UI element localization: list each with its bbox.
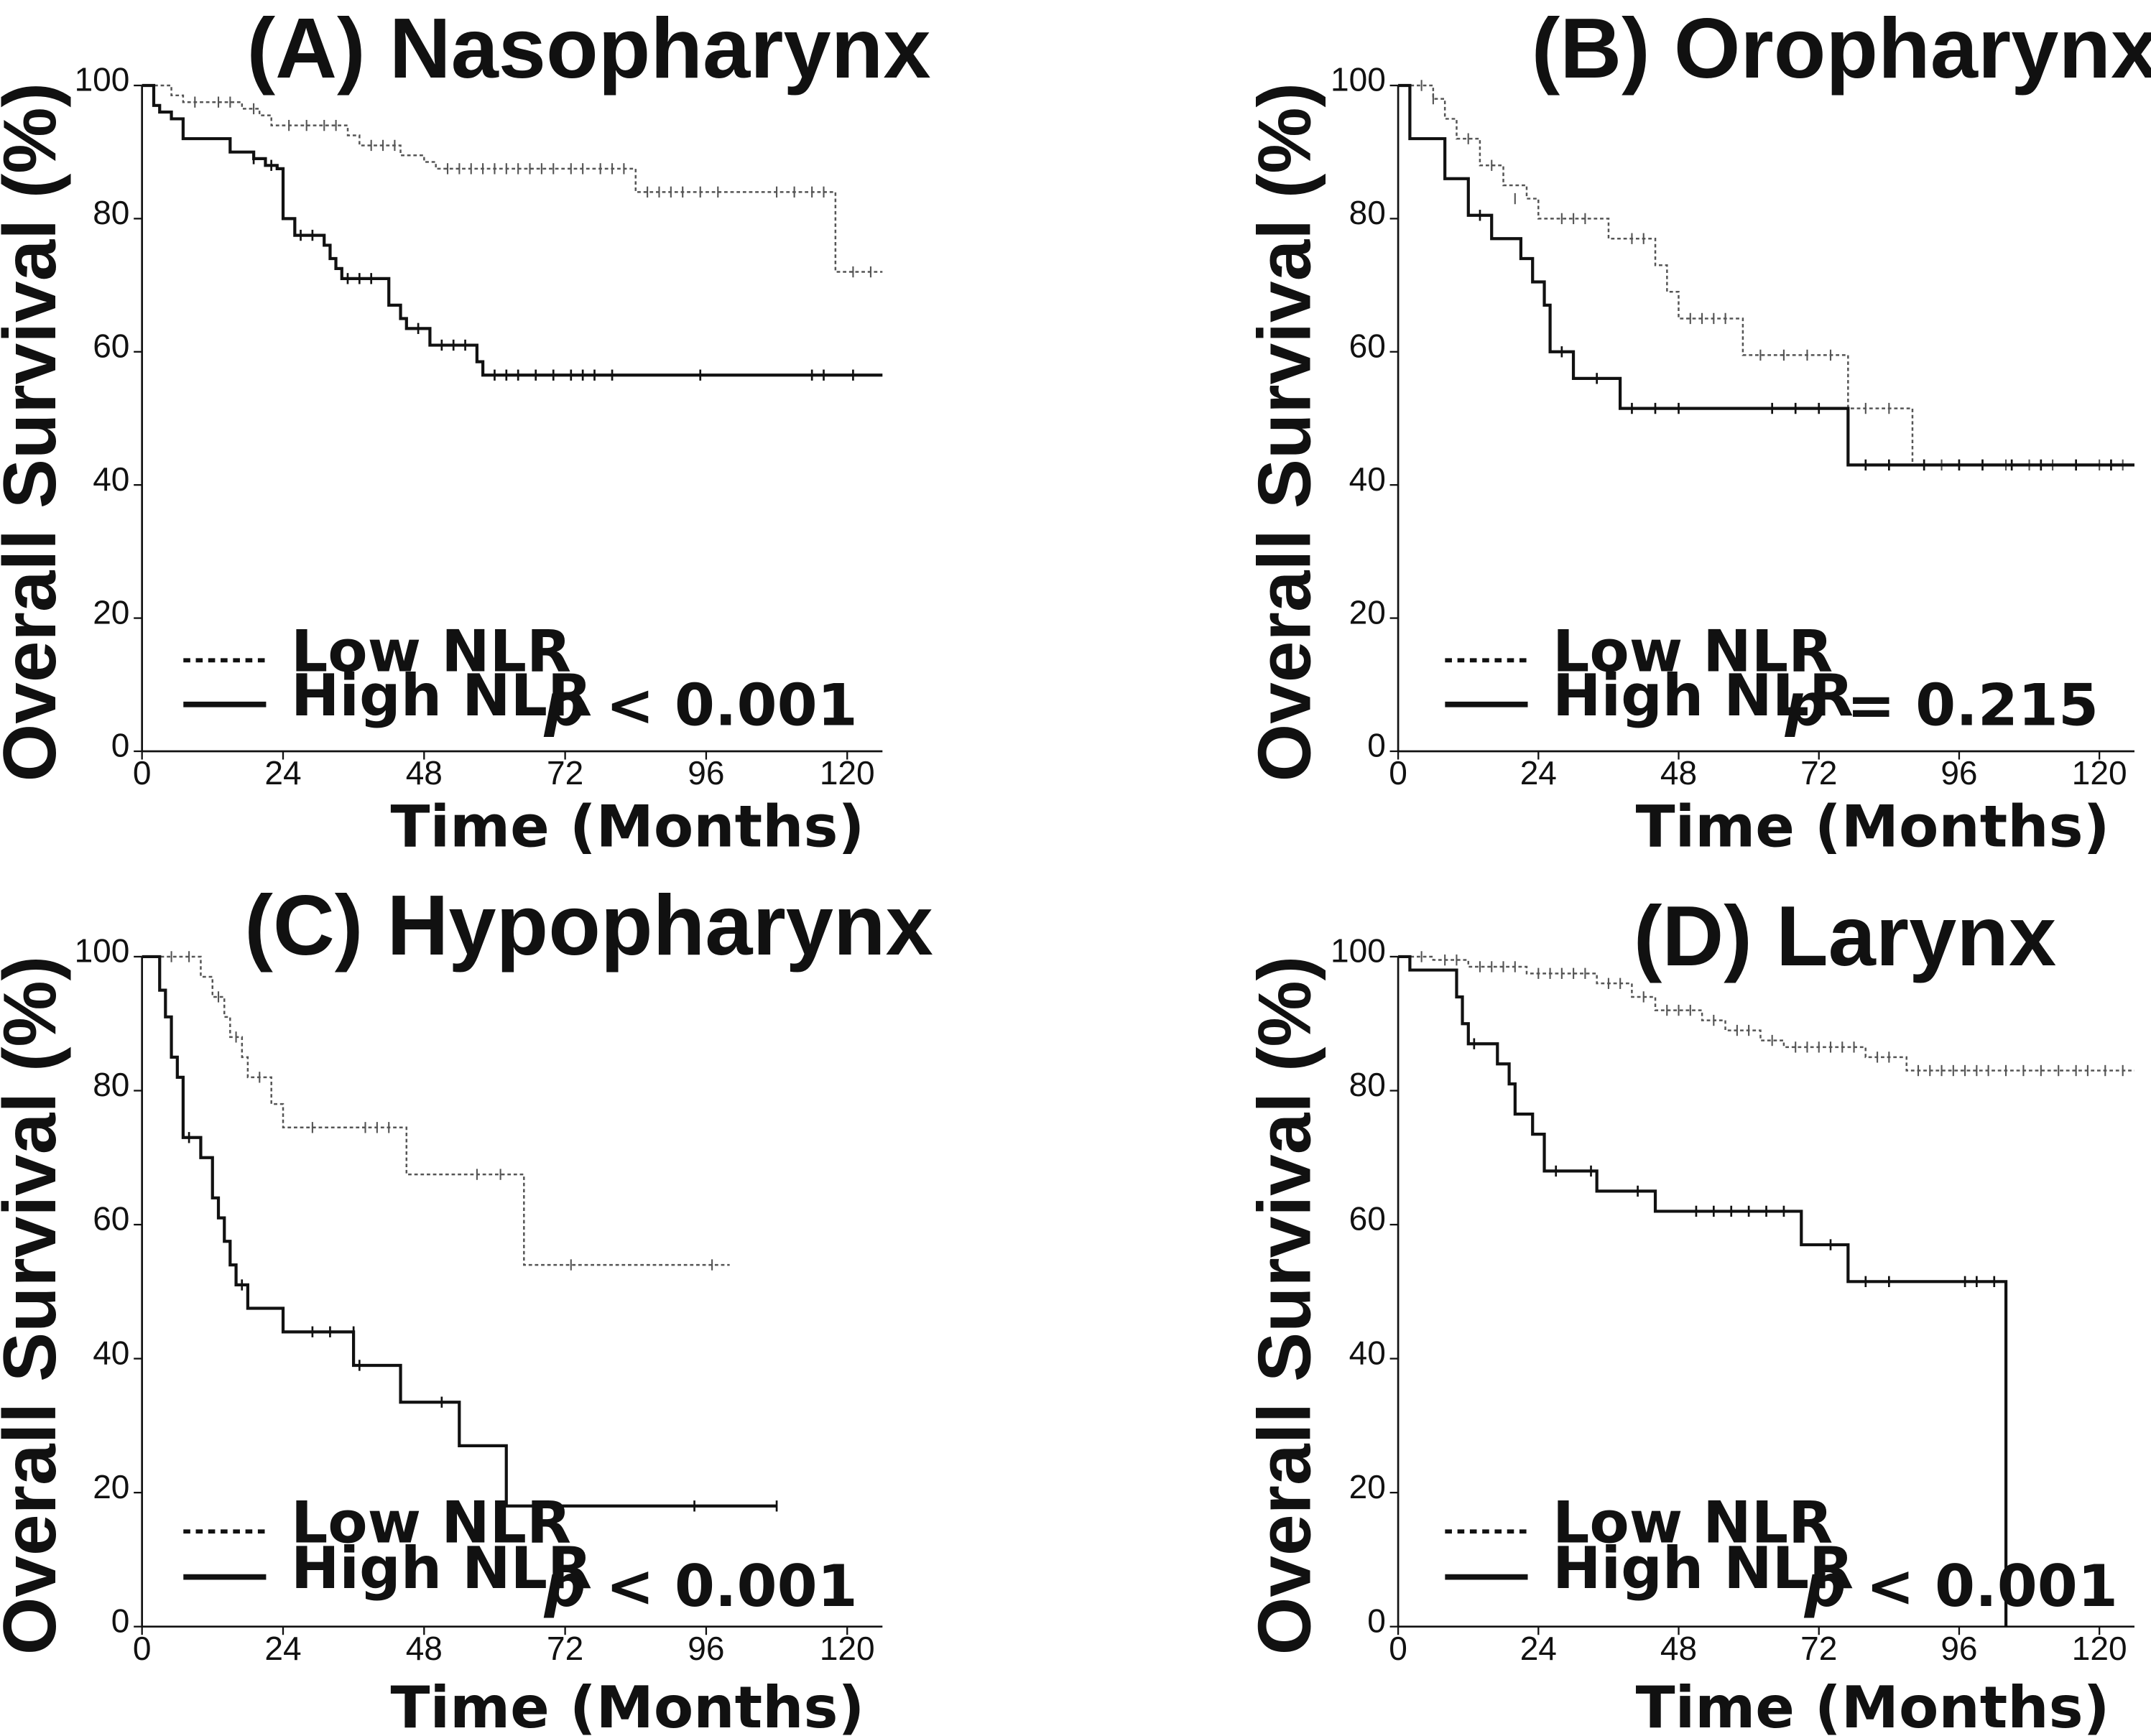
x-tick-label: 0 (1389, 754, 1407, 792)
p-value-text: = 0.215 (1826, 672, 2099, 740)
x-tick-label: 96 (1940, 754, 1977, 792)
y-tick-label: 80 (93, 194, 129, 231)
x-tick-label: 24 (1520, 754, 1557, 792)
x-tick-label: 24 (264, 1630, 301, 1667)
y-tick-label: 80 (1349, 194, 1386, 231)
legend-label: High NLR (291, 662, 592, 730)
x-tick-label: 96 (688, 754, 724, 792)
y-axis-label: Overall Survival (%) (0, 956, 71, 1655)
y-tick-label: 0 (111, 1602, 130, 1639)
y-tick-label: 60 (1349, 327, 1386, 364)
chart-title: (B) Oropharynx (1532, 1, 2151, 96)
y-tick-label: 60 (93, 1200, 129, 1238)
p-value-label: p = 0.215 (1785, 672, 2099, 740)
y-tick-label: 100 (75, 61, 130, 98)
panel-2: (B) Oropharynx 0 20 40 60 80 100 0 24 48 72 96 120Ti… (1242, 1, 2151, 860)
x-tick-label: 0 (133, 754, 152, 792)
p-symbol: p (543, 672, 586, 740)
y-tick-label: 20 (1349, 1468, 1386, 1505)
y-tick-label: 0 (1367, 1602, 1386, 1639)
legend-label: High NLR (291, 1535, 592, 1602)
y-tick-label: 100 (1331, 61, 1386, 98)
x-tick-label: 0 (1389, 1630, 1407, 1667)
p-value-label: p < 0.001 (1804, 1553, 2118, 1620)
p-symbol: p (1804, 1553, 1846, 1620)
x-tick-label: 48 (406, 754, 443, 792)
x-tick-label: 24 (264, 754, 301, 792)
y-axis-label: Overall Survival (%) (1242, 956, 1326, 1655)
series-line-high-nlr (1398, 955, 2008, 1627)
x-tick-label: 48 (1660, 754, 1697, 792)
series-line-low-nlr (1398, 84, 2134, 466)
legend-label: Low NLR (291, 618, 571, 686)
x-tick-label: 48 (1660, 1630, 1697, 1667)
x-tick-label: 72 (547, 754, 583, 792)
x-tick-label: 48 (406, 1630, 443, 1667)
chart-title: (A) Nasopharynx (246, 1, 930, 96)
x-axis-label: Time (Months) (1636, 793, 2110, 860)
y-tick-label: 100 (75, 932, 130, 970)
y-tick-label: 80 (93, 1066, 129, 1103)
series-line-low-nlr (142, 955, 730, 1266)
series-line-high-nlr (142, 955, 777, 1508)
y-tick-label: 80 (1349, 1066, 1386, 1103)
p-value-text: < 0.001 (586, 1553, 858, 1620)
x-tick-label: 24 (1520, 1630, 1557, 1667)
series-line-high-nlr (1398, 83, 2134, 467)
y-tick-label: 40 (93, 460, 129, 498)
p-value-text: < 0.001 (1846, 1553, 2118, 1620)
y-tick-label: 20 (93, 1468, 129, 1505)
legend-label: Low NLR (1553, 618, 1833, 686)
x-tick-label: 96 (688, 1630, 724, 1667)
x-tick-label: 0 (133, 1630, 152, 1667)
y-tick-label: 40 (93, 1334, 129, 1371)
panel-4: (D) Larynx 0 20 40 60 80 100 0 24 48 72 96 120 Time (… (1242, 888, 2134, 1736)
y-tick-label: 40 (1349, 460, 1386, 498)
legend-label: High NLR (1553, 1535, 1854, 1602)
y-axis-label: Overall Survival (%) (1242, 83, 1326, 781)
series-line-high-nlr (142, 83, 883, 377)
panel-1: (A) Nasopharynx 0 20 40 60 80 100 0 24 48 72 96 120T… (0, 1, 931, 860)
x-axis-label: Time (Months) (391, 1674, 865, 1736)
x-tick-label: 120 (820, 754, 875, 792)
p-symbol: p (1785, 672, 1827, 740)
y-tick-label: 20 (93, 593, 129, 631)
x-tick-label: 120 (2072, 1630, 2127, 1667)
legend-label: Low NLR (1553, 1490, 1833, 1557)
x-tick-label: 120 (2072, 754, 2127, 792)
p-value-label: p < 0.001 (543, 672, 857, 740)
legend-label: High NLR (1553, 662, 1854, 730)
series-line-low-nlr (142, 84, 883, 273)
x-tick-label: 120 (820, 1630, 875, 1667)
x-tick-label: 72 (1800, 754, 1837, 792)
y-tick-label: 20 (1349, 593, 1386, 631)
legend-label: Low NLR (291, 1490, 571, 1557)
y-tick-label: 60 (93, 327, 129, 364)
y-tick-label: 40 (1349, 1334, 1386, 1371)
p-value-text: < 0.001 (586, 672, 858, 740)
p-value-label: p < 0.001 (543, 1553, 857, 1620)
p-symbol: p (543, 1553, 586, 1620)
x-tick-label: 72 (1800, 1630, 1837, 1667)
y-tick-label: 0 (111, 727, 130, 764)
x-axis-label: Time (Months) (1636, 1674, 2110, 1736)
y-axis-label: Overall Survival (%) (0, 83, 71, 781)
chart-title: (D) Larynx (1634, 888, 2056, 984)
panel-3: (C) Hypopharynx 0 20 40 60 80 100 0 24 48 72 96 120 T… (0, 878, 933, 1736)
y-tick-label: 100 (1331, 932, 1386, 970)
x-tick-label: 96 (1940, 1630, 1977, 1667)
chart-title: (C) Hypopharynx (244, 878, 933, 973)
x-axis-label: Time (Months) (391, 793, 865, 860)
y-tick-label: 60 (1349, 1200, 1386, 1238)
y-tick-label: 0 (1367, 727, 1386, 764)
series-line-low-nlr (1398, 955, 2134, 1072)
x-tick-label: 72 (547, 1630, 583, 1667)
